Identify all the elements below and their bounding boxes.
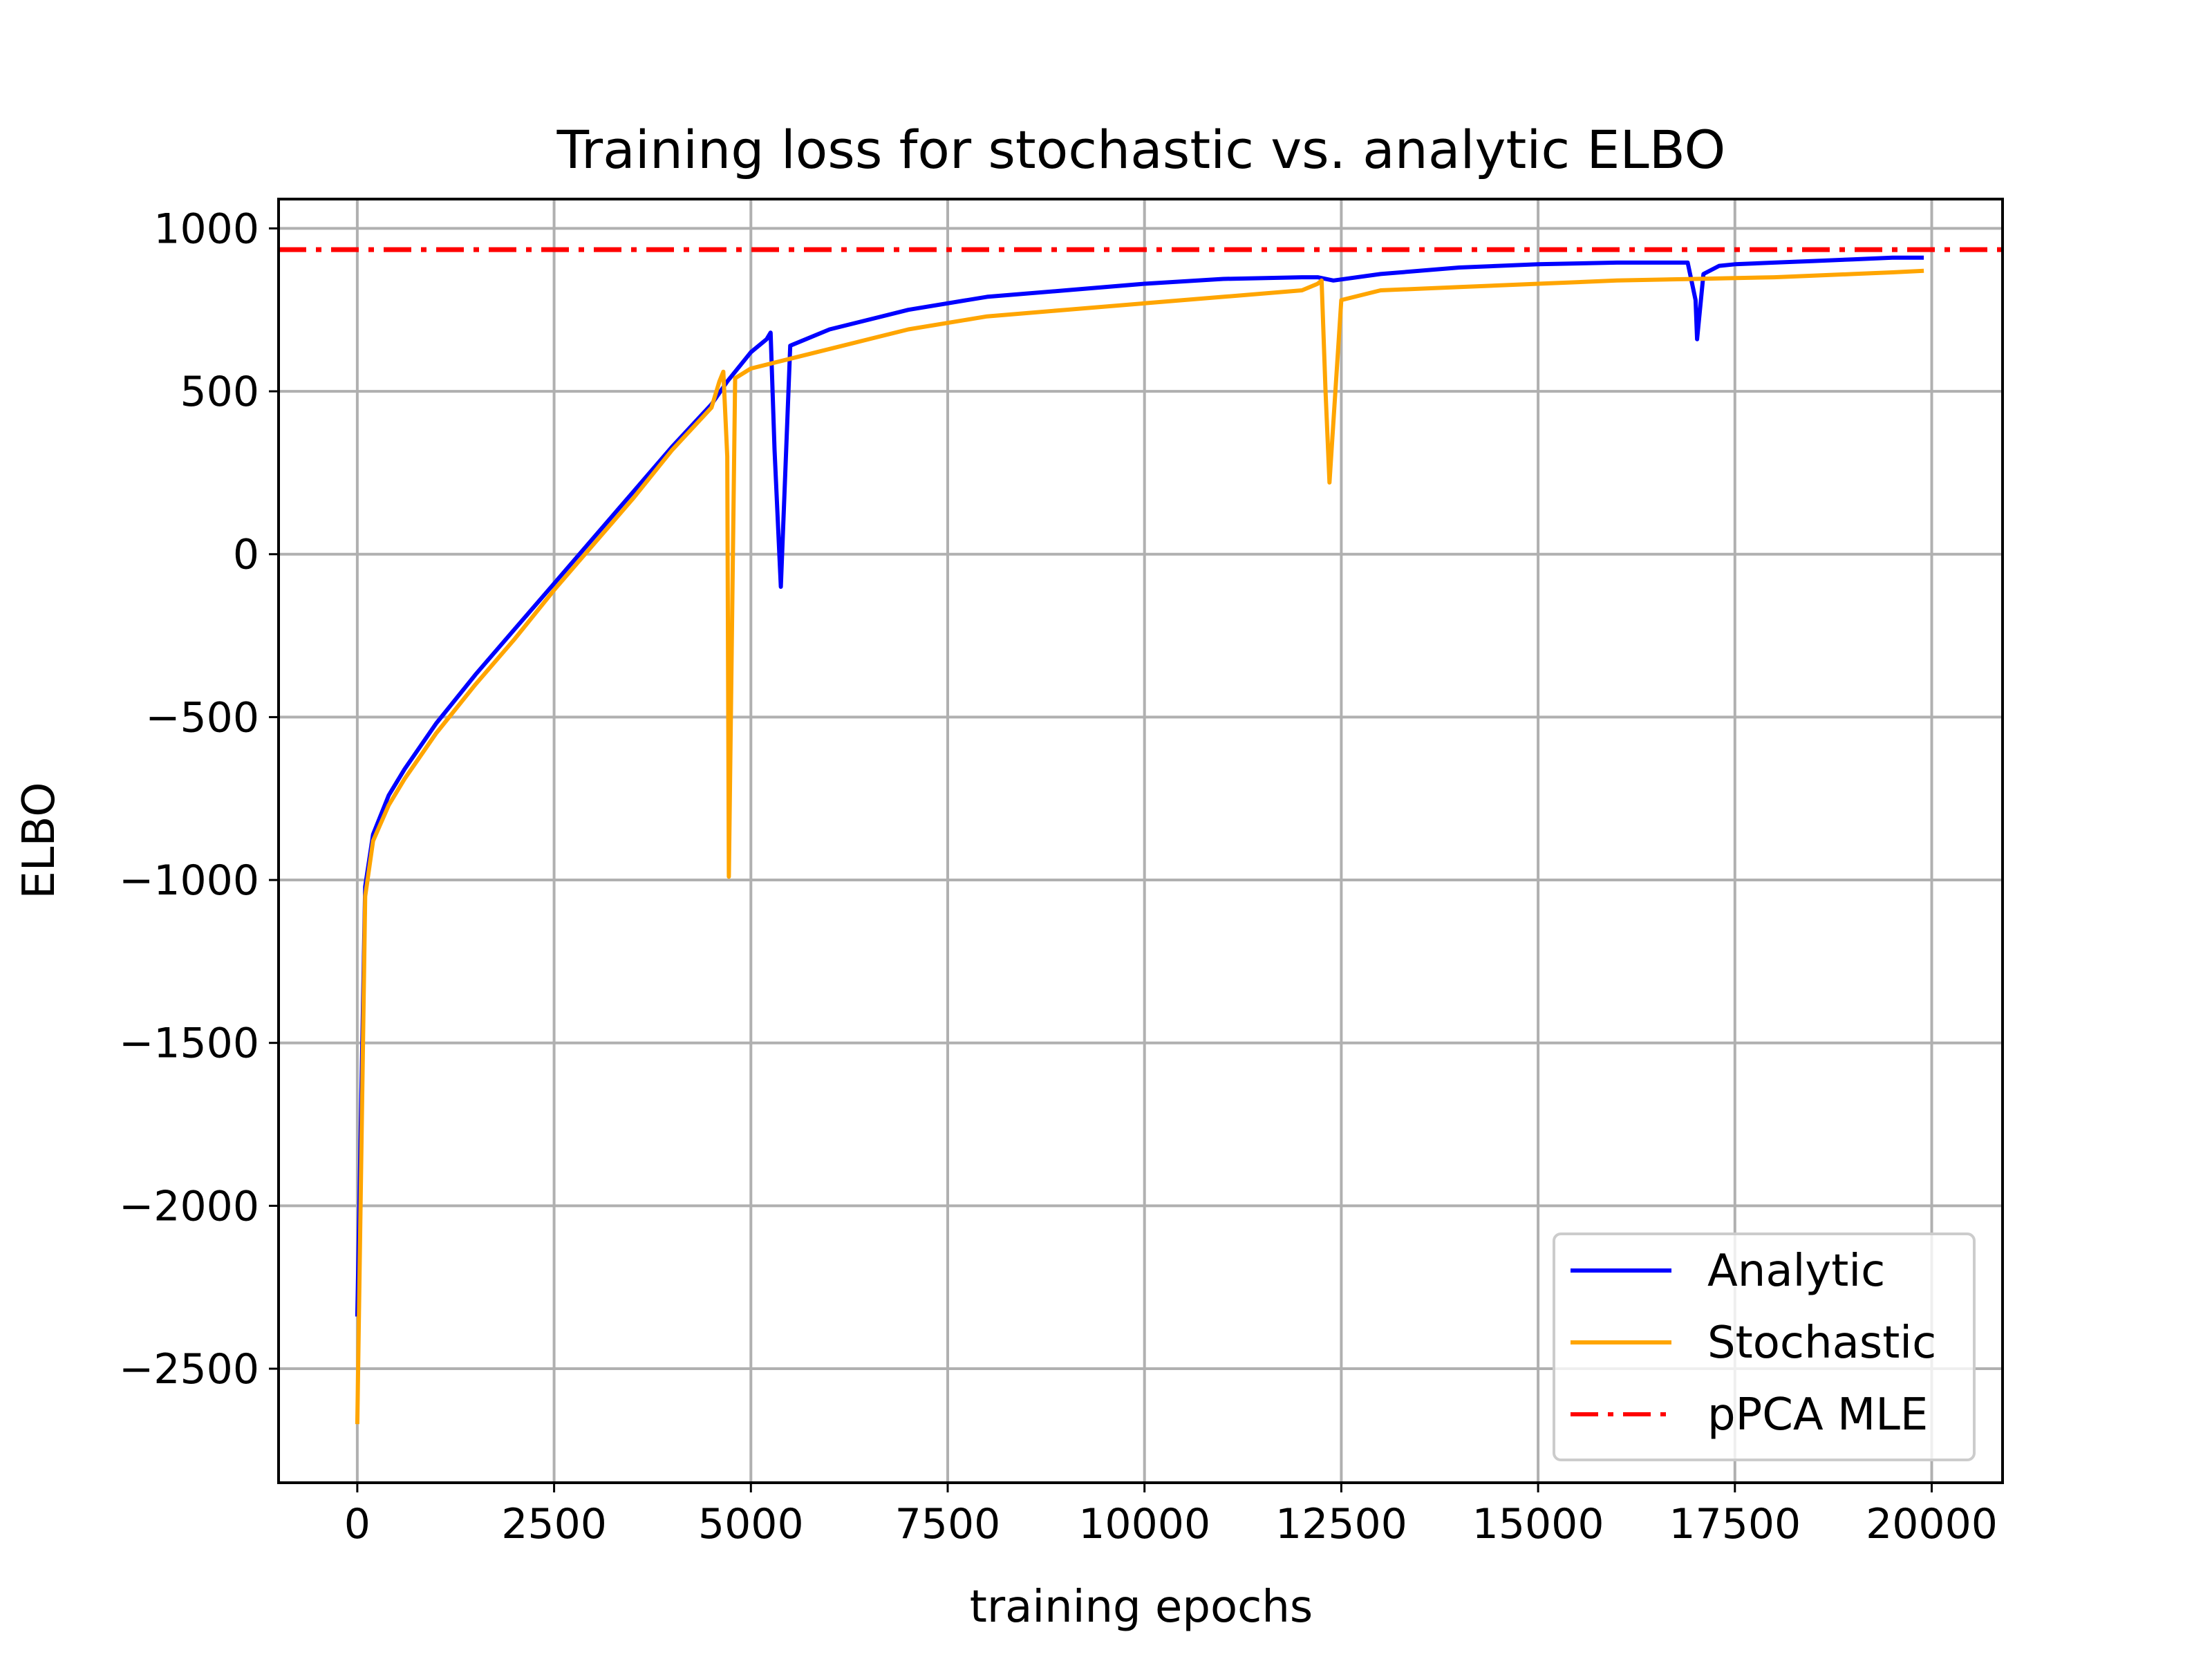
y-axis-label: ELBO	[14, 782, 65, 899]
series-line-analytic	[355, 255, 1924, 1317]
chart-title: Training loss for stochastic vs. analyti…	[556, 119, 1726, 180]
y-tick-label: −500	[145, 693, 259, 742]
legend: Analytic Stochastic pPCA MLE	[1553, 1232, 1976, 1461]
series-line-stochastic	[355, 268, 1924, 1425]
x-tick-label: 0	[344, 1500, 371, 1548]
x-tick-label: 10000	[1078, 1500, 1210, 1548]
y-tick-label: 1000	[153, 205, 259, 253]
y-tick-label: −1000	[119, 856, 259, 905]
x-tick-label: 15000	[1472, 1500, 1604, 1548]
y-tick-label: −2000	[119, 1182, 259, 1230]
grid	[279, 199, 2003, 1483]
legend-label-analytic: Analytic	[1707, 1246, 1885, 1297]
x-tick-label: 5000	[698, 1500, 804, 1548]
axes-frame	[277, 198, 2004, 1484]
legend-label-ppca-mle: pPCA MLE	[1707, 1389, 1928, 1441]
y-tick-label: 500	[180, 368, 259, 416]
x-tick-label: 12500	[1275, 1500, 1407, 1548]
y-tick-label: 0	[233, 531, 259, 579]
x-tick-label: 2500	[501, 1500, 607, 1548]
ticks: 0 2500 5000 7500 10000 12500 15000 17500 2000010…	[119, 205, 1998, 1548]
series-layer	[279, 247, 2003, 1425]
x-axis-label: training epochs	[970, 1582, 1313, 1633]
legend-label-stochastic: Stochastic	[1707, 1318, 1936, 1369]
legend-box	[1553, 1232, 1976, 1461]
x-tick-label: 7500	[895, 1500, 1001, 1548]
x-tick-label: 20000	[1866, 1500, 1998, 1548]
y-tick-label: −1500	[119, 1020, 259, 1068]
y-tick-label: −2500	[119, 1345, 259, 1394]
x-tick-label: 17500	[1669, 1500, 1801, 1548]
